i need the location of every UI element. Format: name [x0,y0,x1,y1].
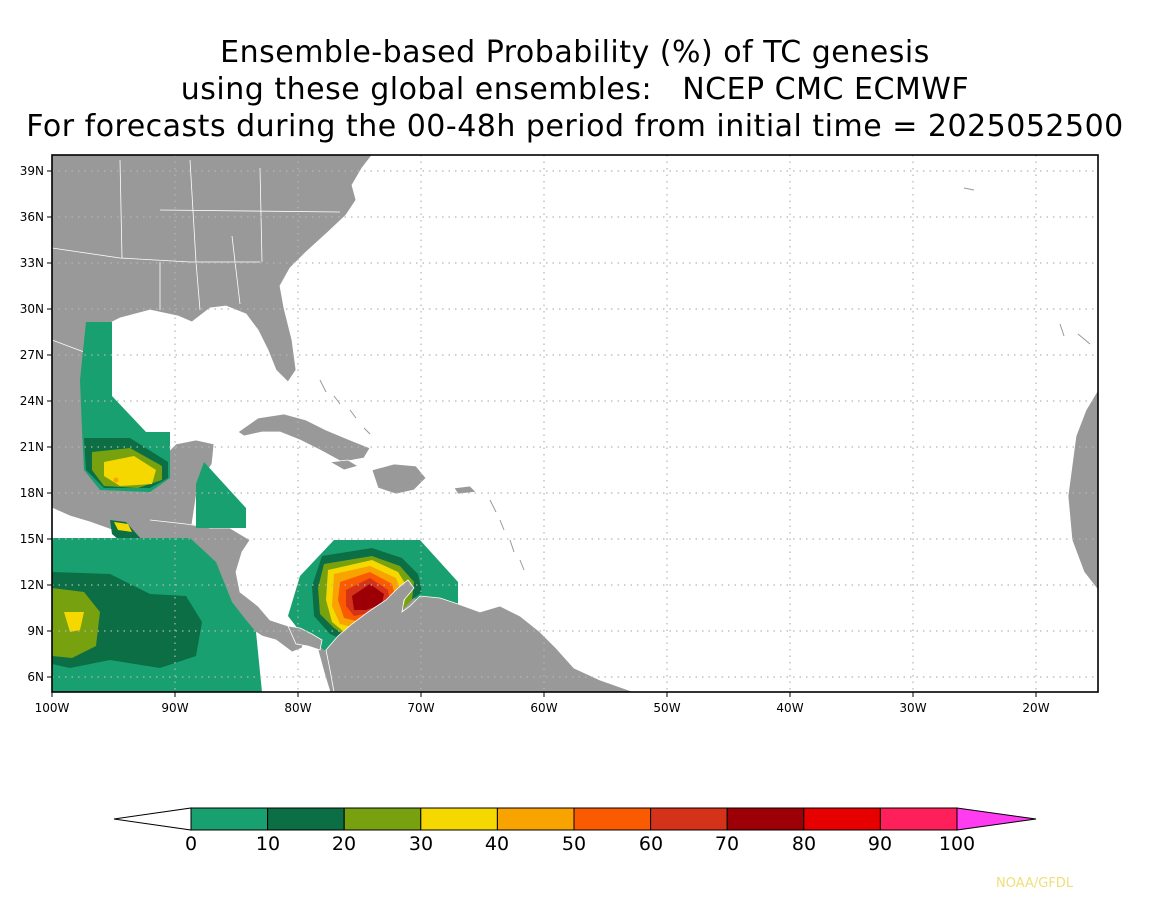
colorbar-segments [190,807,958,831]
lat-label: 27N [20,348,44,362]
lat-label: 15N [20,532,44,546]
lat-label: 6N [27,670,44,684]
lon-label: 30W [899,701,926,715]
hispaniola-land [371,463,427,495]
colorbar: 0 10 20 30 40 50 60 70 80 90 100 [113,807,1037,855]
lon-label: 80W [284,701,311,715]
lon-label: 70W [407,701,434,715]
colorbar-segment [496,807,575,831]
colorbar-segment [573,807,652,831]
colorbar-label: 100 [939,833,975,855]
map-area [52,155,1098,692]
colorbar-label: 80 [792,833,816,855]
colorbar-segment [726,807,805,831]
colorbar-segment [420,807,498,831]
lon-label: 60W [530,701,557,715]
colorbar-label: 10 [256,833,280,855]
puerto-rico-land [453,485,477,495]
lon-label: 40W [776,701,803,715]
lat-label: 9N [27,624,44,638]
latitude-labels: 39N 36N 33N 30N 27N 24N 21N 18N 15N 12N … [20,164,44,684]
map-frame [51,154,1099,693]
lat-label: 39N [20,164,44,178]
lat-label: 33N [20,256,44,270]
credit-text: NOAA/GFDL [996,876,1074,891]
lon-label: 100W [35,701,70,715]
colorbar-segment [190,807,269,831]
lat-label: 36N [20,210,44,224]
colorbar-label: 20 [332,833,356,855]
africa-land [1067,389,1098,591]
longitude-labels: 100W 90W 80W 70W 60W 50W 40W 30W 20W [35,701,1050,715]
colombia-venezuela-land [325,579,635,692]
prob-40-pacific [64,612,84,632]
colorbar-segment [803,807,881,831]
title-line-1: Ensemble-based Probability (%) of TC gen… [220,35,930,70]
colorbar-lower-arrow [113,807,192,831]
cuba-land [237,413,371,463]
prob-10-caribbean-west [196,462,246,528]
colorbar-label: 50 [562,833,586,855]
lat-label: 21N [20,440,44,454]
lon-label: 90W [161,701,188,715]
prob-30-campeche [114,522,132,532]
colorbar-segment [343,807,422,831]
panama-land [287,625,323,651]
small-islands [319,187,1091,571]
prob-80-southern-caribbean [352,584,384,610]
lat-label: 12N [20,578,44,592]
colorbar-segment [267,807,345,831]
tick-marks [47,170,1037,697]
lon-label: 50W [653,701,680,715]
colorbar-label: 90 [868,833,892,855]
colorbar-upper-arrow [956,807,1037,831]
title-line-2: using these global ensembles: NCEP CMC E… [180,72,970,107]
colorbar-label: 30 [409,833,433,855]
colorbar-label: 0 [185,833,197,855]
colorbar-segment [650,807,728,831]
probability-shading [52,322,458,692]
colorbar-label: 40 [485,833,509,855]
lat-label: 18N [20,486,44,500]
jamaica-land [328,459,359,471]
lat-label: 24N [20,394,44,408]
grid-lines [52,155,1098,692]
colorbar-label: 70 [715,833,739,855]
colorbar-segment [879,807,958,831]
lon-label: 20W [1022,701,1049,715]
colorbar-label: 60 [639,833,663,855]
lat-label: 30N [20,302,44,316]
title-line-3: For forecasts during the 00-48h period f… [26,109,1124,144]
prob-50-gulf-dot [113,477,119,483]
colorbar-labels: 0 10 20 30 40 50 60 70 80 90 100 [185,833,975,855]
